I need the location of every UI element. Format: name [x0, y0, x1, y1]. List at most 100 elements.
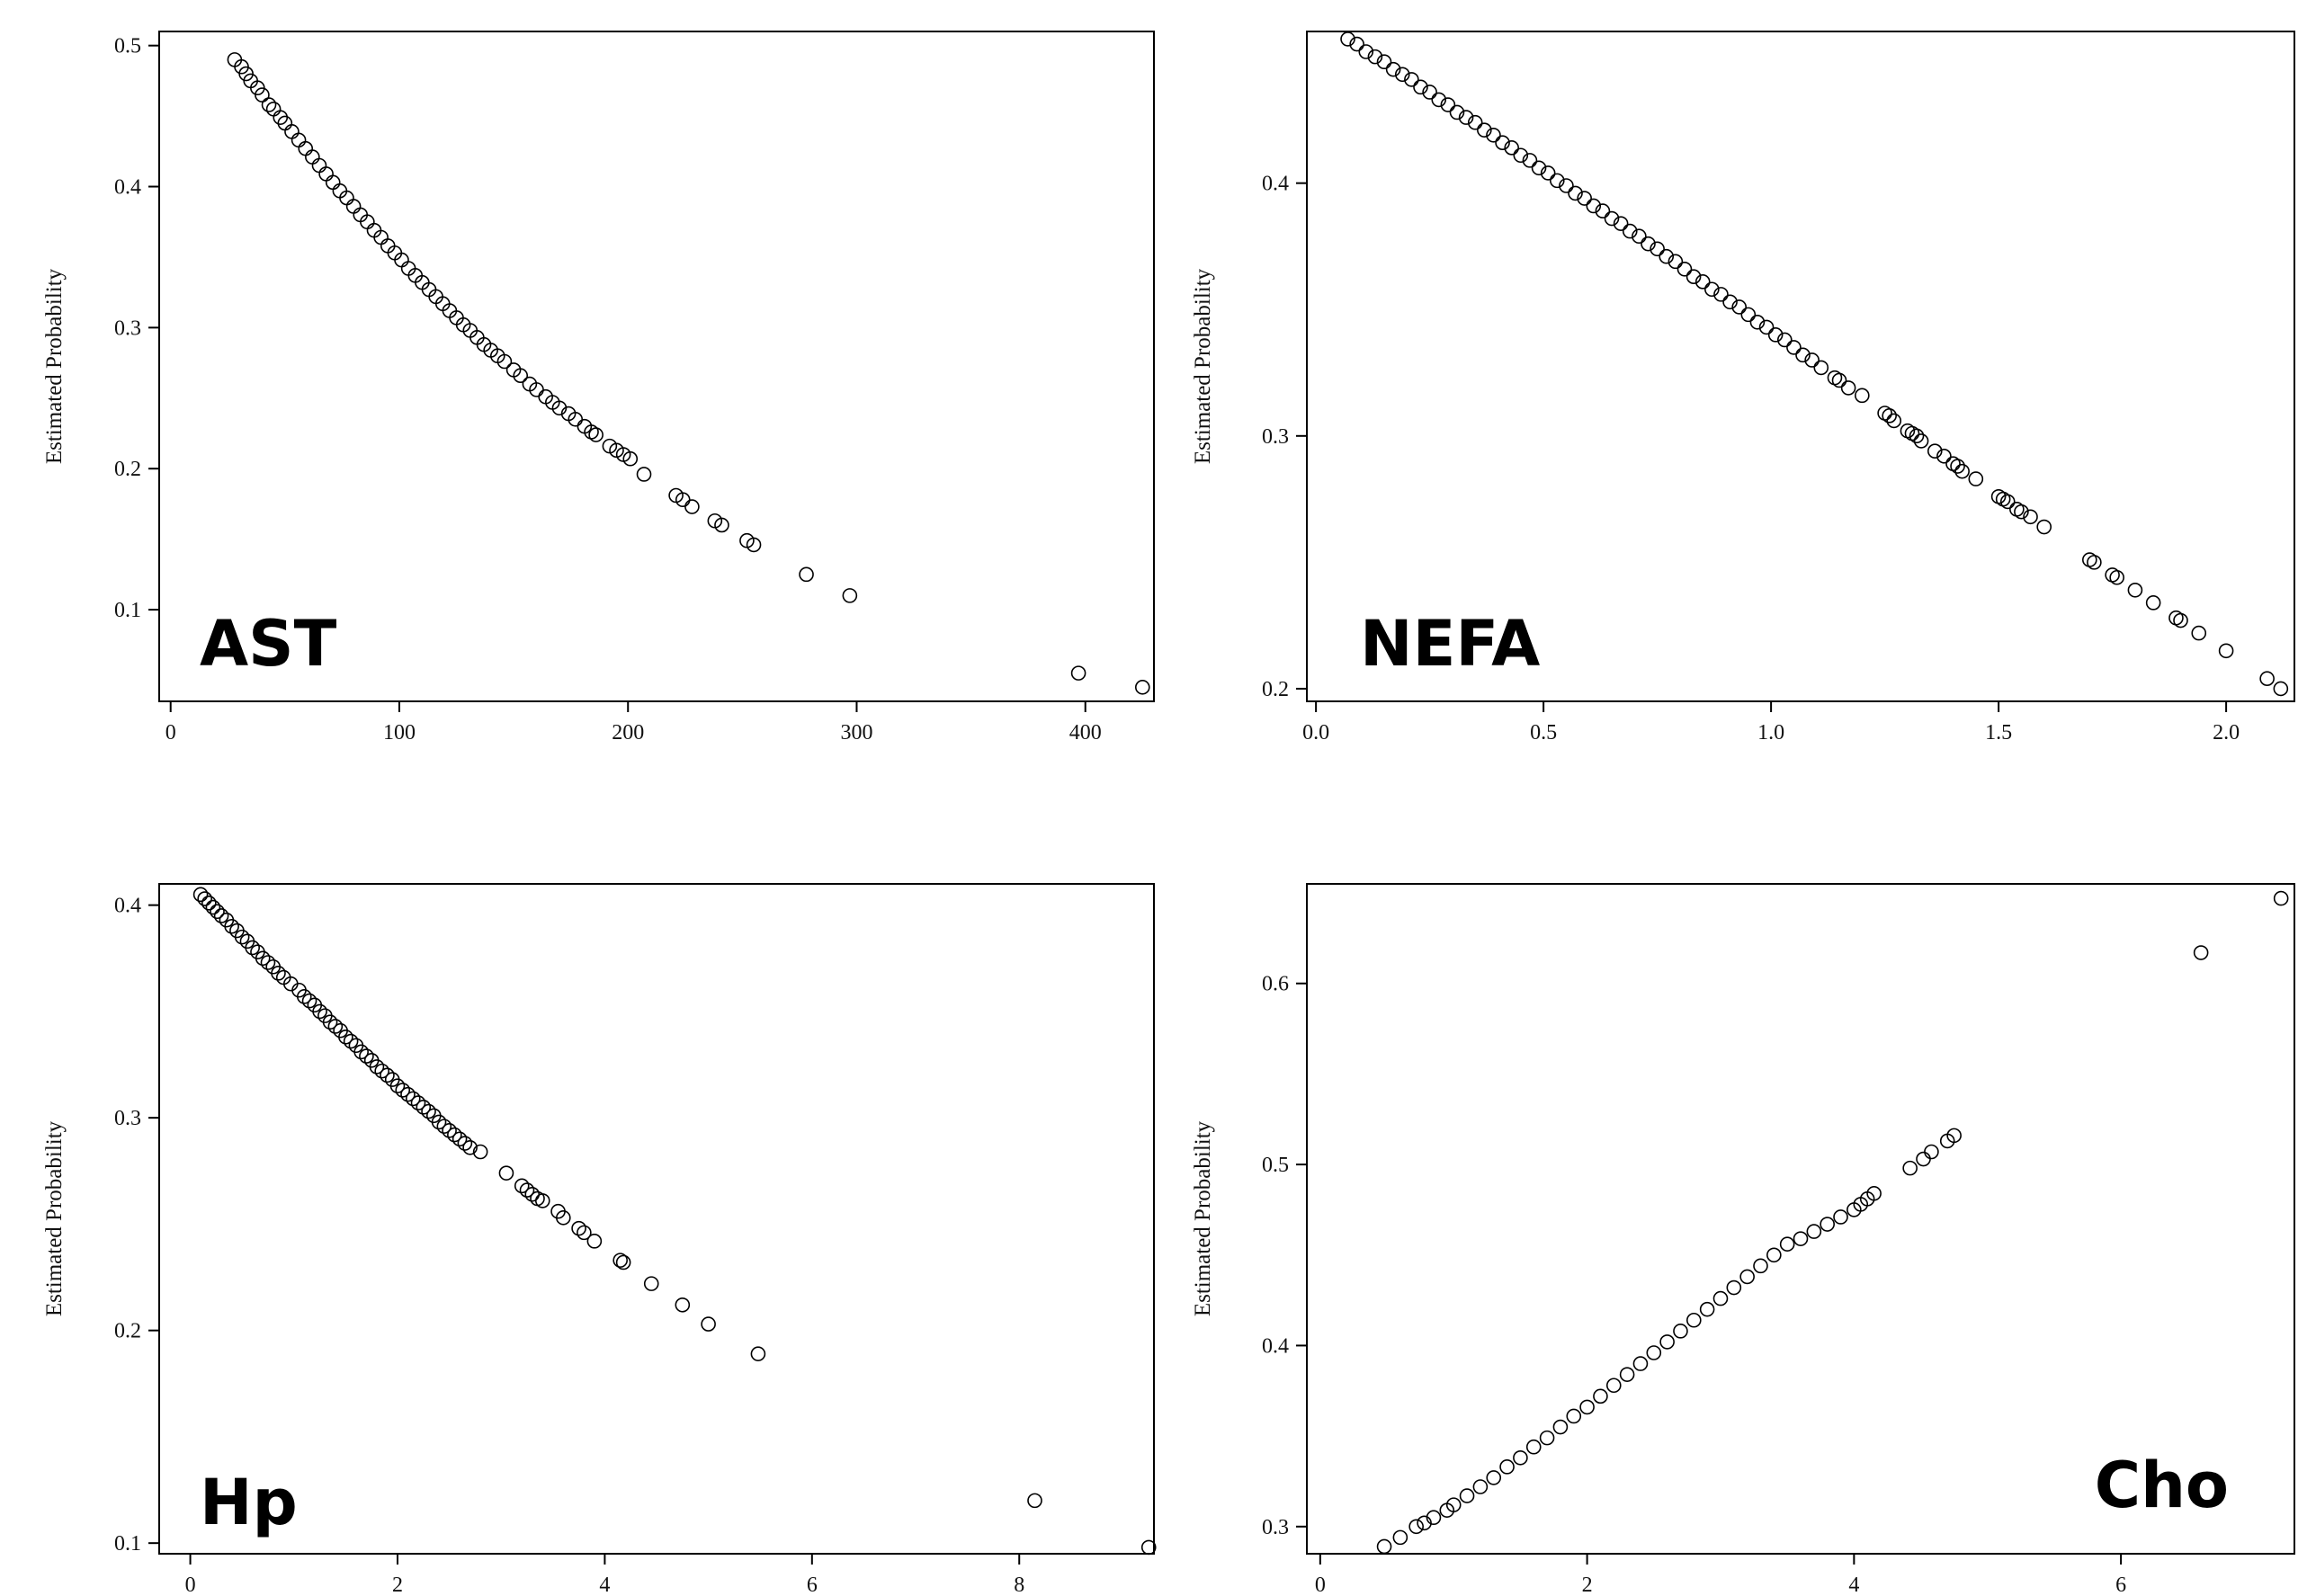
data-points	[1340, 31, 2289, 697]
data-point	[1950, 459, 1965, 474]
data-point	[359, 1048, 374, 1064]
data-point	[327, 1019, 344, 1034]
data-point	[498, 1165, 514, 1181]
data-point	[1392, 1529, 1408, 1546]
data-point	[2193, 945, 2209, 960]
data-point	[613, 1253, 628, 1268]
data-point	[405, 1091, 421, 1107]
data-point	[1499, 1459, 1515, 1475]
data-point	[234, 929, 250, 945]
data-point	[205, 899, 221, 915]
data-point	[1740, 307, 1757, 323]
data-point	[442, 1123, 457, 1138]
panel-label: Cho	[2095, 1449, 2229, 1522]
data-point	[210, 904, 225, 920]
data-point	[1595, 203, 1611, 218]
panel-label: NEFA	[1360, 607, 1540, 681]
data-point	[1916, 1151, 1931, 1167]
data-point	[1806, 1224, 1822, 1239]
data-point	[799, 566, 814, 583]
data-point	[1531, 160, 1547, 176]
data-point	[431, 1114, 447, 1130]
data-point	[675, 1297, 691, 1313]
data-point	[284, 124, 300, 139]
data-point	[261, 97, 277, 112]
data-point	[369, 1059, 385, 1074]
data-point	[1946, 1128, 1962, 1144]
data-point	[1695, 274, 1711, 290]
data-point	[1704, 281, 1720, 298]
data-point	[1552, 1419, 1569, 1435]
data-point	[462, 1139, 478, 1155]
data-point	[457, 1136, 473, 1151]
data-point	[1577, 191, 1592, 206]
data-point	[1699, 1301, 1715, 1317]
data-point	[312, 1003, 327, 1020]
data-point	[1140, 1539, 1157, 1556]
data-point	[1766, 1247, 1782, 1263]
data-point	[1559, 178, 1574, 193]
data-point	[1840, 380, 1856, 396]
x-tick-label: 4	[1848, 1574, 1859, 1596]
data-point	[1394, 67, 1410, 83]
data-point	[447, 1127, 462, 1143]
y-tick-label: 0.1	[114, 1532, 141, 1556]
x-axis: 0 100 200 300 400	[165, 701, 1102, 745]
data-point	[1673, 1324, 1688, 1339]
data-point	[1866, 1186, 1882, 1201]
data-point	[1385, 61, 1401, 77]
data-point	[1477, 122, 1492, 138]
data-point	[245, 940, 260, 956]
x-tick-label: 0.5	[1530, 721, 1557, 745]
data-point	[1622, 223, 1638, 239]
data-point	[1686, 1312, 1702, 1328]
panel-ast: 0 100 200 300 400 0.1 0.2 0.3 0.4 0.5 Estimated Pr…	[42, 31, 1155, 745]
data-point	[1739, 1269, 1755, 1285]
x-tick-label: 0	[1315, 1574, 1326, 1596]
x-tick-label: 400	[1069, 721, 1102, 745]
data-point	[322, 1014, 338, 1030]
data-point	[353, 1044, 369, 1060]
y-axis-label: Estimated Probability	[1191, 1120, 1215, 1316]
data-point	[305, 149, 320, 165]
data-point	[1525, 1439, 1542, 1455]
data-point	[1855, 388, 1870, 404]
data-point	[1376, 1538, 1392, 1555]
data-point	[1604, 210, 1620, 227]
data-point	[2173, 612, 2188, 629]
data-point	[1486, 1470, 1502, 1485]
data-point	[224, 919, 239, 934]
y-tick-label: 0.4	[1262, 1334, 1289, 1358]
data-point	[1999, 494, 2016, 510]
data-point	[1646, 1345, 1662, 1360]
data-point	[2145, 595, 2161, 611]
data-point	[472, 1144, 488, 1160]
data-point	[513, 368, 529, 383]
y-tick-label: 0.2	[1262, 678, 1289, 701]
y-tick-label: 0.3	[114, 1107, 141, 1130]
y-axis: 0.1 0.2 0.3 0.4	[114, 895, 159, 1556]
data-points	[1376, 890, 2289, 1555]
data-point	[421, 1103, 436, 1119]
y-tick-label: 0.3	[1262, 425, 1289, 449]
data-point	[1495, 135, 1510, 150]
data-point	[260, 955, 276, 970]
y-axis-label: Estimated Probability	[42, 1120, 67, 1316]
data-point	[701, 1316, 716, 1332]
y-tick-label: 0.3	[114, 317, 141, 340]
y-tick-label: 0.4	[1262, 173, 1289, 196]
y-tick-label: 0.3	[1262, 1516, 1289, 1539]
y-tick-label: 0.5	[114, 35, 141, 58]
data-point	[1549, 173, 1565, 189]
panel-label: AST	[200, 607, 337, 681]
data-point	[201, 895, 217, 911]
data-point	[1422, 85, 1437, 100]
data-point	[1909, 428, 1925, 444]
data-point	[2191, 625, 2207, 641]
data-point	[2087, 555, 2102, 570]
data-point	[534, 1193, 550, 1208]
y-tick-label: 0.2	[114, 458, 141, 481]
data-point	[1686, 269, 1702, 284]
data-point	[1027, 1493, 1042, 1509]
